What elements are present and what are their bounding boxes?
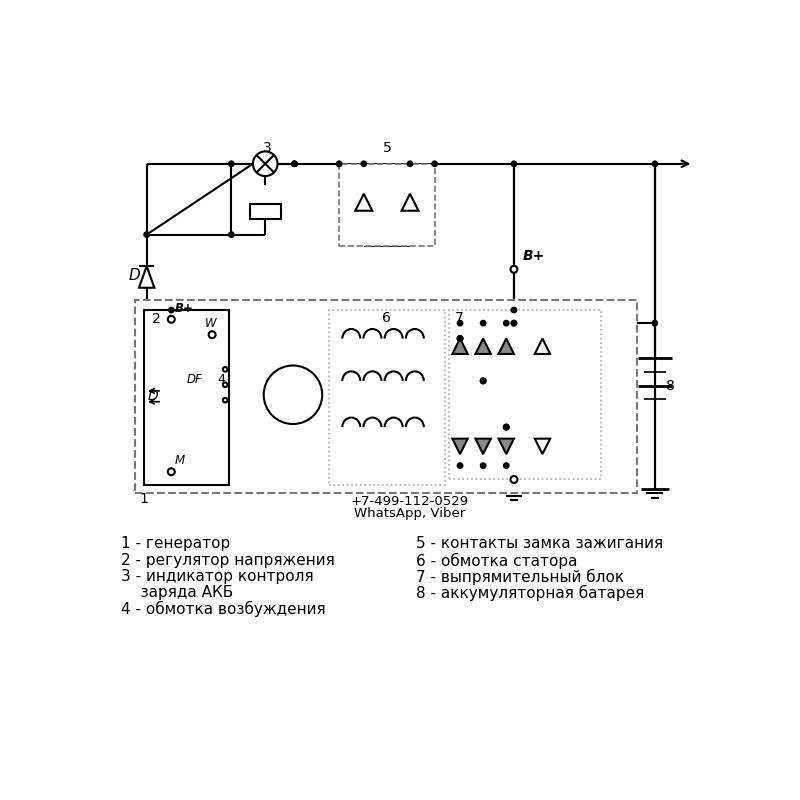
Circle shape <box>169 307 174 313</box>
Circle shape <box>223 382 227 387</box>
Circle shape <box>458 336 462 342</box>
Circle shape <box>253 151 278 176</box>
Bar <box>339 164 434 246</box>
Circle shape <box>168 468 174 475</box>
Text: 3 - индикатор контроля: 3 - индикатор контроля <box>122 569 314 584</box>
Circle shape <box>223 398 227 402</box>
Text: D: D <box>129 268 140 283</box>
Circle shape <box>481 378 486 383</box>
Polygon shape <box>498 438 514 454</box>
Text: 8 - аккумуляторная батарея: 8 - аккумуляторная батарея <box>416 585 645 601</box>
Text: M: M <box>175 454 186 467</box>
Polygon shape <box>534 338 550 354</box>
Text: +7-499-112-0529: +7-499-112-0529 <box>351 495 469 508</box>
Text: W: W <box>205 318 216 330</box>
Bar <box>250 204 281 219</box>
Circle shape <box>511 321 517 326</box>
Circle shape <box>510 476 518 483</box>
Text: 4: 4 <box>218 373 226 386</box>
Text: 6 - обмотка статора: 6 - обмотка статора <box>416 553 578 569</box>
Circle shape <box>292 161 297 166</box>
Circle shape <box>503 463 509 468</box>
Circle shape <box>264 366 322 424</box>
Circle shape <box>652 321 658 326</box>
Polygon shape <box>355 194 372 210</box>
Circle shape <box>458 336 462 342</box>
Circle shape <box>503 321 509 326</box>
Circle shape <box>503 425 509 430</box>
Bar <box>329 310 445 485</box>
Circle shape <box>511 307 517 313</box>
Text: B+: B+ <box>523 249 546 263</box>
Circle shape <box>361 161 366 166</box>
Circle shape <box>510 266 518 273</box>
Circle shape <box>503 425 509 430</box>
Polygon shape <box>498 338 514 354</box>
Circle shape <box>209 331 215 338</box>
Bar <box>135 300 637 493</box>
Circle shape <box>229 232 234 238</box>
Text: D: D <box>147 390 158 403</box>
Circle shape <box>511 161 517 166</box>
Polygon shape <box>452 438 468 454</box>
Text: 7 - выпрямительный блок: 7 - выпрямительный блок <box>416 569 624 585</box>
Circle shape <box>223 367 227 372</box>
Text: 5: 5 <box>382 142 391 155</box>
Text: 5 - контакты замка зажигания: 5 - контакты замка зажигания <box>416 537 663 551</box>
Circle shape <box>481 321 486 326</box>
Circle shape <box>458 463 462 468</box>
Text: 1: 1 <box>139 492 148 506</box>
Text: заряда АКБ: заряда АКБ <box>122 585 234 600</box>
Circle shape <box>432 161 438 166</box>
Circle shape <box>337 161 342 166</box>
Circle shape <box>292 161 297 166</box>
Polygon shape <box>402 194 418 210</box>
Circle shape <box>407 161 413 166</box>
Circle shape <box>503 425 509 430</box>
Circle shape <box>481 463 486 468</box>
Text: 3: 3 <box>263 142 272 155</box>
Bar <box>144 310 229 485</box>
Text: B+: B+ <box>175 302 194 315</box>
Circle shape <box>144 232 150 238</box>
Text: DF: DF <box>186 373 202 386</box>
Polygon shape <box>139 266 154 288</box>
Polygon shape <box>452 338 468 354</box>
Text: 8: 8 <box>666 379 675 394</box>
Polygon shape <box>534 438 550 454</box>
Polygon shape <box>475 438 491 454</box>
Text: 4 - обмотка возбуждения: 4 - обмотка возбуждения <box>122 601 326 618</box>
Circle shape <box>481 378 486 383</box>
Circle shape <box>511 321 517 326</box>
Text: 2 - регулятор напряжения: 2 - регулятор напряжения <box>122 553 335 568</box>
Text: 2: 2 <box>152 312 161 326</box>
Circle shape <box>458 321 462 326</box>
Text: 1 - генератор: 1 - генератор <box>122 537 230 551</box>
Circle shape <box>168 316 174 322</box>
Circle shape <box>652 161 658 166</box>
Text: 6: 6 <box>382 310 391 325</box>
Bar <box>449 310 601 479</box>
Text: WhatsApp, Viber: WhatsApp, Viber <box>354 507 466 520</box>
Circle shape <box>229 161 234 166</box>
Polygon shape <box>475 338 491 354</box>
Circle shape <box>458 336 462 342</box>
Circle shape <box>481 378 486 383</box>
Text: 7: 7 <box>454 310 463 325</box>
